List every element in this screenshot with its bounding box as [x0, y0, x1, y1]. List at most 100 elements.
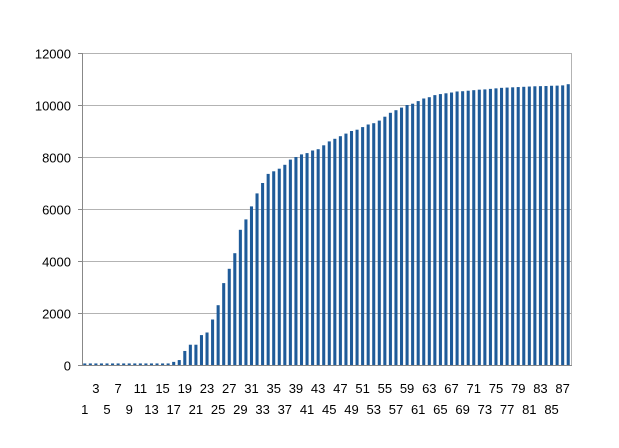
bar: [438, 94, 442, 365]
bar: [116, 363, 120, 365]
x-tick-label: 11: [134, 381, 148, 396]
x-tick-label: 29: [233, 402, 247, 417]
bar: [149, 363, 153, 365]
x-tick-label: 7: [115, 381, 122, 396]
bar: [322, 145, 326, 365]
bar: [283, 164, 287, 365]
bar: [450, 92, 454, 366]
bar: [427, 97, 431, 365]
y-tick-label: 0: [64, 359, 71, 374]
bar: [88, 363, 92, 365]
bar: [511, 87, 515, 365]
bar: [305, 153, 309, 365]
bar: [261, 183, 265, 365]
bar: [255, 193, 259, 365]
bar: [455, 91, 459, 365]
x-tick-label: 47: [333, 381, 347, 396]
bar: [422, 98, 426, 365]
x-tick-label: 45: [322, 402, 336, 417]
bar: [166, 363, 170, 365]
bar: [416, 101, 420, 365]
bar: [527, 86, 531, 365]
y-tick-label: 12000: [35, 47, 71, 62]
bar: [172, 361, 176, 365]
bar: [327, 141, 331, 365]
bar: [561, 85, 565, 366]
bar: [199, 335, 203, 365]
bar: [366, 124, 370, 365]
bar: [161, 363, 165, 365]
bar: [488, 88, 492, 365]
x-tick-label: 5: [103, 402, 110, 417]
y-tick-label: 10000: [35, 99, 71, 114]
x-tick-label: 67: [444, 381, 458, 396]
bar: [238, 229, 242, 365]
x-tick-label: 49: [344, 402, 358, 417]
x-tick-label: 13: [144, 402, 158, 417]
bar: [566, 84, 570, 365]
x-tick-label: 31: [244, 381, 258, 396]
bar: [155, 363, 159, 365]
x-tick-label: 65: [433, 402, 447, 417]
bar: [361, 127, 365, 365]
y-tick-label: 6000: [42, 203, 71, 218]
bar: [394, 110, 398, 365]
bar: [105, 363, 109, 365]
bar: [377, 120, 381, 365]
bar: [94, 363, 98, 365]
x-tick-label: 37: [278, 402, 292, 417]
x-tick-label: 27: [222, 381, 236, 396]
bar-series: [83, 84, 570, 366]
bar: [505, 87, 509, 365]
bar: [550, 85, 554, 365]
bar: [483, 89, 487, 366]
bar: [205, 332, 209, 365]
bar: [533, 86, 537, 365]
x-tick-label: 3: [92, 381, 99, 396]
x-tick-label: 51: [355, 381, 369, 396]
bar: [516, 87, 520, 365]
bar: [333, 138, 337, 365]
x-tick-label: 57: [389, 402, 403, 417]
bar: [411, 103, 415, 365]
bar: [111, 363, 115, 365]
bar: [144, 363, 148, 365]
bar: [538, 86, 542, 366]
bar: [344, 133, 348, 365]
bar: [216, 305, 220, 365]
x-tick-label: 75: [489, 381, 503, 396]
x-tick-label: 77: [500, 402, 514, 417]
x-axis-tick-labels: 1357911131517192123252729313335373941434…: [81, 381, 570, 417]
x-tick-label: 83: [533, 381, 547, 396]
bar: [122, 363, 126, 365]
bar: [522, 86, 526, 366]
bar: [477, 89, 481, 365]
y-tick-label: 4000: [42, 255, 71, 270]
bar: [349, 131, 354, 365]
bar: [311, 150, 315, 365]
bar: [466, 90, 470, 365]
bar: [227, 268, 231, 365]
bar: [405, 105, 409, 365]
bar: [294, 157, 298, 365]
bar: [183, 350, 187, 365]
bar: [433, 95, 437, 366]
x-tick-label: 21: [189, 402, 203, 417]
bar: [461, 91, 465, 365]
bar: [299, 154, 304, 365]
x-tick-label: 87: [555, 381, 569, 396]
x-tick-label: 79: [511, 381, 525, 396]
bar: [277, 168, 281, 365]
x-tick-label: 33: [255, 402, 269, 417]
bar: [399, 107, 404, 365]
x-tick-label: 19: [178, 381, 192, 396]
x-tick-label: 59: [400, 381, 414, 396]
gridlines: [82, 53, 571, 314]
x-tick-label: 41: [300, 402, 314, 417]
bar: [500, 87, 504, 365]
bar: [316, 149, 320, 365]
bar: [211, 319, 215, 365]
bar: [388, 112, 392, 365]
